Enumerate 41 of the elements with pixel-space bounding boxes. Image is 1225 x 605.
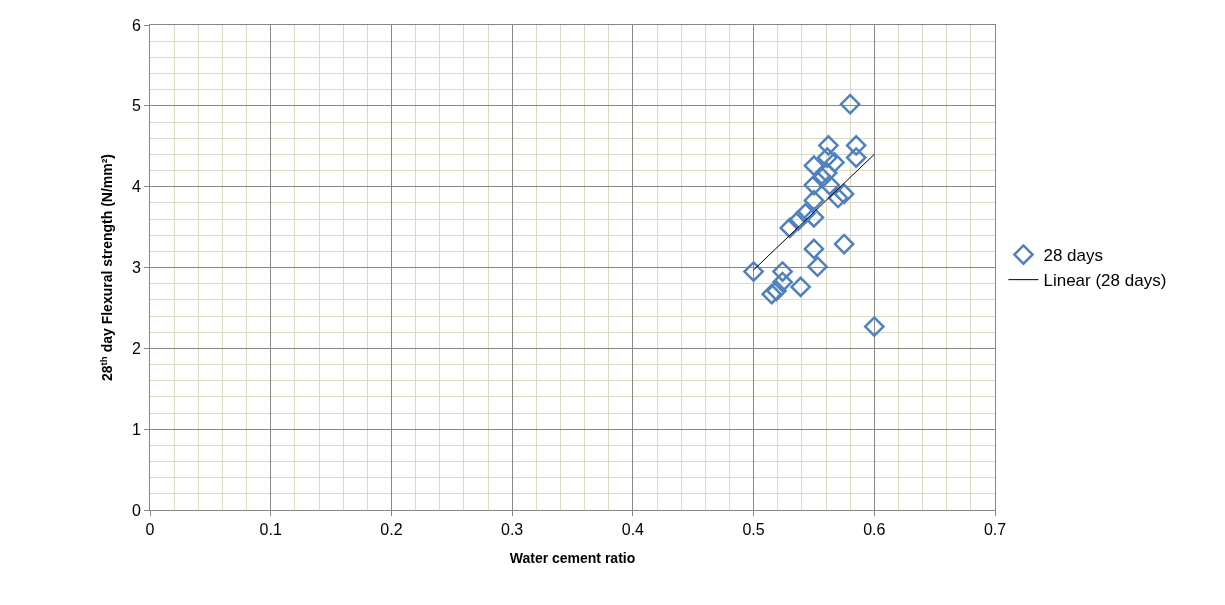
y-tick-label: 6 bbox=[131, 16, 141, 34]
point bbox=[807, 256, 828, 278]
point bbox=[816, 147, 838, 168]
x-tick-label: 0.3 bbox=[501, 521, 524, 539]
point bbox=[772, 261, 793, 282]
x-tick-label: 0.5 bbox=[742, 521, 765, 539]
point bbox=[803, 190, 825, 211]
y-tick-label: 3 bbox=[131, 259, 141, 277]
x-tick-label: 0.7 bbox=[983, 521, 1007, 539]
point bbox=[803, 238, 825, 260]
point bbox=[779, 217, 801, 239]
point bbox=[819, 174, 840, 196]
point bbox=[833, 233, 855, 255]
x-tick-label: 0.6 bbox=[863, 521, 886, 539]
legend-label: 28 days bbox=[1043, 246, 1103, 266]
x-tick-label: 0 bbox=[145, 521, 155, 539]
x-tick-label: 0.1 bbox=[259, 521, 282, 539]
point bbox=[743, 261, 764, 282]
point bbox=[766, 280, 787, 302]
point bbox=[761, 283, 783, 305]
x-axis-title: Water cement ratio bbox=[509, 549, 636, 566]
y-tick-label: 1 bbox=[131, 420, 141, 438]
y-tick-label: 5 bbox=[131, 97, 141, 115]
point bbox=[795, 202, 816, 224]
y-tick-label: 0 bbox=[131, 501, 141, 519]
point bbox=[803, 207, 825, 228]
point bbox=[845, 147, 867, 168]
x-tick-label: 0.4 bbox=[621, 521, 645, 539]
point bbox=[839, 93, 861, 115]
point bbox=[772, 271, 793, 293]
point bbox=[863, 316, 885, 337]
point bbox=[845, 135, 867, 156]
point bbox=[803, 155, 825, 176]
point bbox=[818, 135, 839, 156]
y-tick-label: 4 bbox=[131, 178, 141, 196]
x-tick-label: 0.2 bbox=[380, 521, 403, 539]
y-tick-label: 2 bbox=[131, 339, 141, 357]
point bbox=[833, 183, 855, 205]
legend-label: Linear (28 days) bbox=[1043, 271, 1167, 291]
point bbox=[790, 276, 811, 298]
point bbox=[824, 152, 845, 173]
